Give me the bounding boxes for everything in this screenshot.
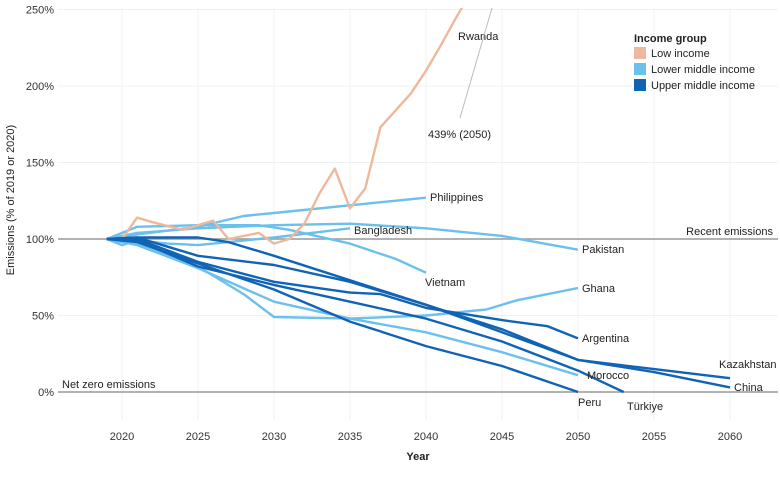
series-line-ghana xyxy=(106,237,579,320)
series-label-philippines: Philippines xyxy=(430,192,484,204)
series-line-bangladesh xyxy=(106,227,351,247)
x-tick-label: 2060 xyxy=(718,431,742,443)
axis-ticks: 2020 2025 2030 2035 2040 2045 2050 2055 2060 0% 50… xyxy=(26,5,742,444)
annotation-rwanda-2050: 439% (2050) xyxy=(428,129,491,141)
series-line-vietnam xyxy=(106,224,427,274)
legend-swatch-low xyxy=(634,47,646,59)
x-axis-title: Year xyxy=(406,451,430,463)
legend-label-low: Low income xyxy=(651,48,710,60)
y-tick-label: 250% xyxy=(26,5,54,17)
y-tick-label: 200% xyxy=(26,81,54,93)
legend: Income group Low income Lower middle inc… xyxy=(634,33,755,92)
series-line-china xyxy=(106,236,731,389)
series-line-pakistan xyxy=(106,222,579,251)
y-tick-label: 150% xyxy=(26,158,54,170)
x-tick-label: 2020 xyxy=(110,431,134,443)
x-tick-label: 2035 xyxy=(338,431,362,443)
x-tick-label: 2045 xyxy=(490,431,514,443)
y-tick-label: 100% xyxy=(26,234,54,246)
annotation-leader-line xyxy=(459,7,493,119)
x-tick-label: 2030 xyxy=(262,431,286,443)
series-label-argentina: Argentina xyxy=(582,333,630,345)
series-line-rwanda xyxy=(121,8,464,245)
series-line-morocco xyxy=(106,237,579,377)
legend-title: Income group xyxy=(634,33,707,45)
series-label-peru: Peru xyxy=(578,397,601,409)
y-axis-title: Emissions (% of 2019 or 2020) xyxy=(5,125,17,275)
reference-label: Recent emissions xyxy=(686,226,773,238)
series-lines xyxy=(106,8,731,394)
x-tick-label: 2055 xyxy=(642,431,666,443)
x-tick-label: 2025 xyxy=(186,431,210,443)
series-line-peru xyxy=(106,237,579,394)
reference-label: Net zero emissions xyxy=(62,379,156,391)
series-label-kazakhstan: Kazakhstan xyxy=(719,359,776,371)
series-line-argentina xyxy=(106,237,579,340)
x-tick-label: 2050 xyxy=(566,431,590,443)
series-label-pakistan: Pakistan xyxy=(582,244,624,256)
series-label-vietnam: Vietnam xyxy=(425,277,465,289)
legend-swatch-upper-middle xyxy=(634,79,646,91)
series-label-türkiye: Türkiye xyxy=(627,401,663,413)
series-label-ghana: Ghana xyxy=(582,283,616,295)
series-label-rwanda: Rwanda xyxy=(458,31,499,43)
series-label-china: China xyxy=(734,382,764,394)
series-label-bangladesh: Bangladesh xyxy=(354,225,412,237)
reference-lines: Recent emissions Net zero emissions xyxy=(58,226,778,393)
series-line-kazakhstan xyxy=(106,236,731,380)
legend-label-lower-middle: Lower middle income xyxy=(651,64,755,76)
legend-label-upper-middle: Upper middle income xyxy=(651,80,755,92)
y-tick-label: 50% xyxy=(32,311,54,323)
series-label-morocco: Morocco xyxy=(587,370,629,382)
series-labels: Philippines Bangladesh Pakistan Vietnam Ghan… xyxy=(354,31,776,413)
y-tick-label: 0% xyxy=(38,387,54,399)
x-tick-label: 2040 xyxy=(414,431,438,443)
legend-swatch-lower-middle xyxy=(634,63,646,75)
